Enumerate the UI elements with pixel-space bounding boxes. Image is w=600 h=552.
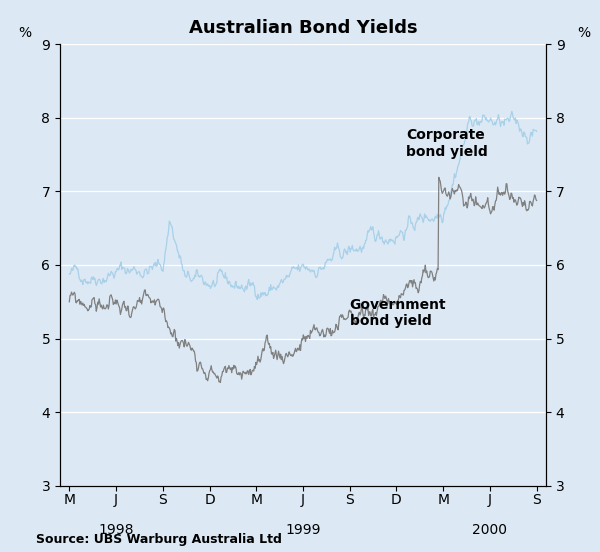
Text: %: % [578, 26, 591, 40]
Text: 1998: 1998 [98, 523, 134, 537]
Text: Source: UBS Warburg Australia Ltd: Source: UBS Warburg Australia Ltd [36, 533, 282, 546]
Text: Corporate
bond yield: Corporate bond yield [406, 129, 488, 158]
Text: %: % [19, 26, 32, 40]
Text: 2000: 2000 [472, 523, 508, 537]
Text: Government
bond yield: Government bond yield [350, 298, 446, 328]
Title: Australian Bond Yields: Australian Bond Yields [188, 19, 418, 37]
Text: 1999: 1999 [285, 523, 321, 537]
